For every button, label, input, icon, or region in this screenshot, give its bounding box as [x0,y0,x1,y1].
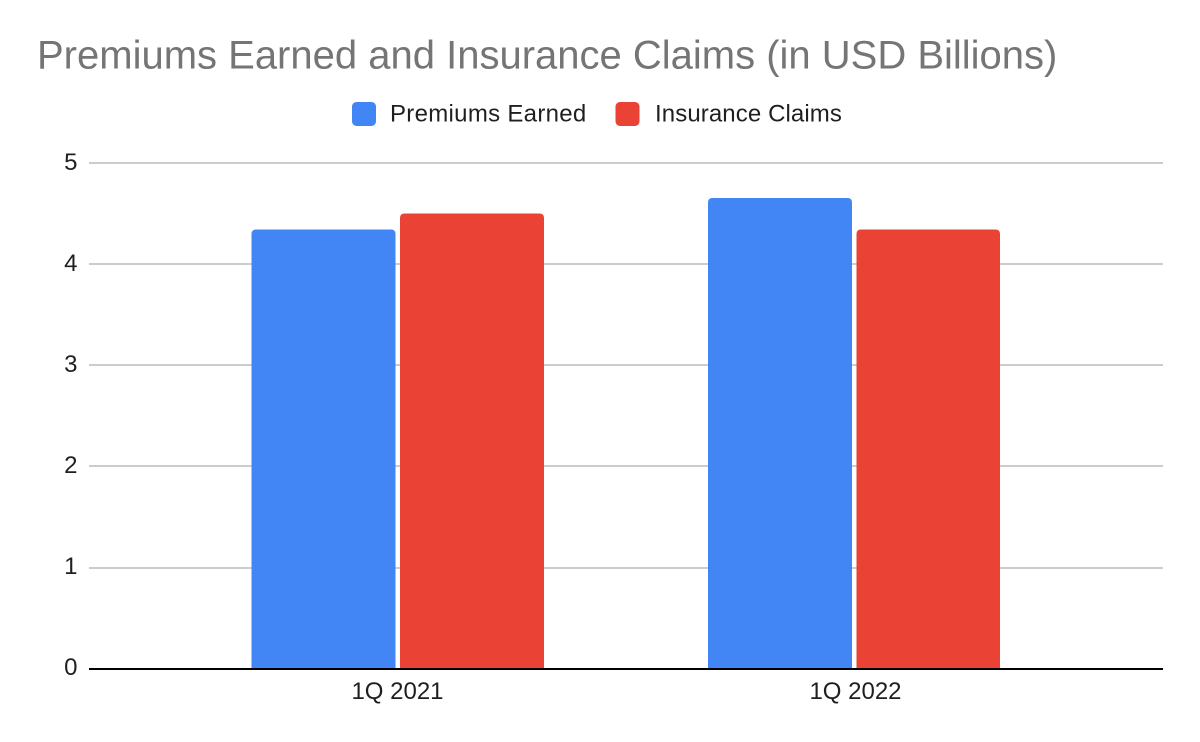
svg-text:Premiums Earned: Premiums Earned [390,101,587,128]
svg-text:0: 0 [64,654,77,681]
svg-text:1: 1 [64,553,77,580]
svg-text:1Q 2022: 1Q 2022 [809,678,901,705]
svg-text:Insurance Claims: Insurance Claims [655,101,842,128]
svg-text:2: 2 [64,452,77,479]
svg-text:1Q 2021: 1Q 2021 [351,678,443,705]
svg-text:Premiums Earned and Insurance: Premiums Earned and Insurance Claims (in… [37,34,1057,78]
svg-text:4: 4 [64,250,77,277]
svg-text:3: 3 [64,351,77,378]
svg-text:5: 5 [64,149,77,176]
